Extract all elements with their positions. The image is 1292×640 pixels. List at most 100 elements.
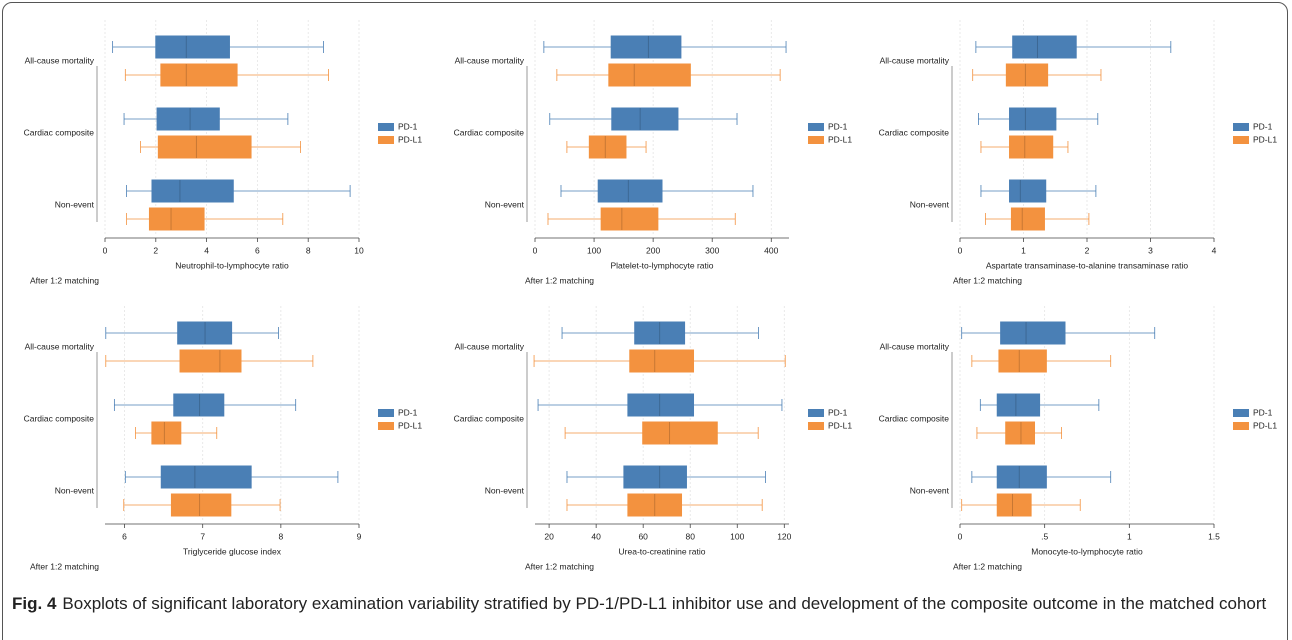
- box: [600, 207, 659, 231]
- category-label: Cardiac composite: [454, 127, 525, 137]
- x-tick-label: 0: [103, 245, 108, 255]
- note: After 1:2 matching: [953, 275, 1022, 285]
- category-label: All-cause mortality: [455, 341, 525, 351]
- legend-label: PD-L1: [1253, 134, 1277, 144]
- box: [996, 493, 1032, 517]
- caption-label: Fig. 4: [12, 594, 57, 613]
- category-label: Cardiac composite: [879, 413, 950, 423]
- box: [1010, 207, 1045, 231]
- x-tick-label: 6: [122, 531, 127, 541]
- legend-swatch: [378, 136, 394, 144]
- category-label: Non-event: [55, 485, 95, 495]
- legend-swatch: [378, 409, 394, 417]
- category-label: Cardiac composite: [24, 413, 95, 423]
- category-label: All-cause mortality: [25, 55, 95, 65]
- legend-label: PD-1: [398, 407, 418, 417]
- box: [151, 421, 182, 445]
- category-label: All-cause mortality: [880, 341, 950, 351]
- note: After 1:2 matching: [525, 561, 594, 571]
- category-label: Non-event: [485, 199, 525, 209]
- category-label: Non-event: [55, 199, 95, 209]
- x-tick-label: .5: [1041, 531, 1048, 541]
- x-tick-label: 6: [255, 245, 260, 255]
- x-axis-label: Urea-to-creatinine ratio: [619, 546, 706, 556]
- x-tick-label: 100: [587, 245, 601, 255]
- box: [156, 107, 220, 131]
- x-tick-label: 7: [200, 531, 205, 541]
- x-tick-label: 40: [591, 531, 601, 541]
- note: After 1:2 matching: [30, 561, 99, 571]
- box: [155, 35, 230, 59]
- legend-swatch: [1233, 123, 1249, 131]
- x-tick-label: 80: [685, 531, 695, 541]
- legend-label: PD-1: [828, 407, 848, 417]
- x-axis-label: Aspartate transaminase-to-alanine transa…: [986, 260, 1188, 270]
- box: [588, 135, 627, 159]
- x-axis-label: Neutrophil-to-lymphocyte ratio: [175, 260, 289, 270]
- legend-swatch: [808, 136, 824, 144]
- legend-label: PD-1: [1253, 121, 1273, 131]
- x-tick-label: 400: [764, 245, 778, 255]
- box: [627, 393, 695, 417]
- x-tick-label: 9: [357, 531, 362, 541]
- box: [627, 493, 683, 517]
- legend-swatch: [808, 123, 824, 131]
- box: [623, 465, 687, 489]
- x-tick-label: 2: [153, 245, 158, 255]
- box: [629, 349, 695, 373]
- x-tick-label: 1: [1021, 245, 1026, 255]
- category-label: Non-event: [485, 485, 525, 495]
- box: [1005, 63, 1049, 87]
- x-tick-label: 120: [777, 531, 791, 541]
- legend-swatch: [378, 123, 394, 131]
- x-axis-label: Monocyte-to-lymphocyte ratio: [1031, 546, 1143, 556]
- box: [998, 349, 1047, 373]
- x-tick-label: 1: [1127, 531, 1132, 541]
- note: After 1:2 matching: [953, 561, 1022, 571]
- box: [996, 393, 1041, 417]
- box: [170, 493, 232, 517]
- caption: Fig. 4 Boxplots of significant laboratory…: [12, 591, 1277, 616]
- category-label: Cardiac composite: [879, 127, 950, 137]
- note: After 1:2 matching: [30, 275, 99, 285]
- legend-label: PD-L1: [398, 420, 422, 430]
- box: [160, 63, 238, 87]
- caption-text: Boxplots of significant laboratory exami…: [62, 594, 1267, 613]
- x-tick-label: 100: [730, 531, 744, 541]
- x-tick-label: 8: [306, 245, 311, 255]
- legend-label: PD-L1: [398, 134, 422, 144]
- note: After 1:2 matching: [525, 275, 594, 285]
- box: [597, 179, 663, 203]
- box: [634, 321, 686, 345]
- legend-swatch: [1233, 409, 1249, 417]
- box: [642, 421, 718, 445]
- category-label: All-cause mortality: [880, 55, 950, 65]
- legend-label: PD-1: [398, 121, 418, 131]
- legend-swatch: [378, 422, 394, 430]
- category-label: Non-event: [910, 199, 950, 209]
- x-tick-label: 8: [278, 531, 283, 541]
- category-label: All-cause mortality: [25, 341, 95, 351]
- legend-label: PD-L1: [1253, 420, 1277, 430]
- x-axis-label: Triglyceride glucose index: [183, 546, 282, 556]
- x-tick-label: 0: [958, 531, 963, 541]
- box: [1000, 321, 1066, 345]
- x-tick-label: 60: [638, 531, 648, 541]
- category-label: All-cause mortality: [455, 55, 525, 65]
- box: [1012, 35, 1077, 59]
- box: [1009, 179, 1047, 203]
- box: [160, 465, 252, 489]
- box: [1009, 107, 1057, 131]
- x-axis-label: Platelet-to-lymphocyte ratio: [611, 260, 714, 270]
- x-tick-label: 300: [705, 245, 719, 255]
- box: [148, 207, 205, 231]
- legend-label: PD-1: [828, 121, 848, 131]
- box: [179, 349, 242, 373]
- category-label: Cardiac composite: [24, 127, 95, 137]
- legend-swatch: [808, 409, 824, 417]
- x-tick-label: 10: [354, 245, 364, 255]
- legend-label: PD-1: [1253, 407, 1273, 417]
- box: [1009, 135, 1054, 159]
